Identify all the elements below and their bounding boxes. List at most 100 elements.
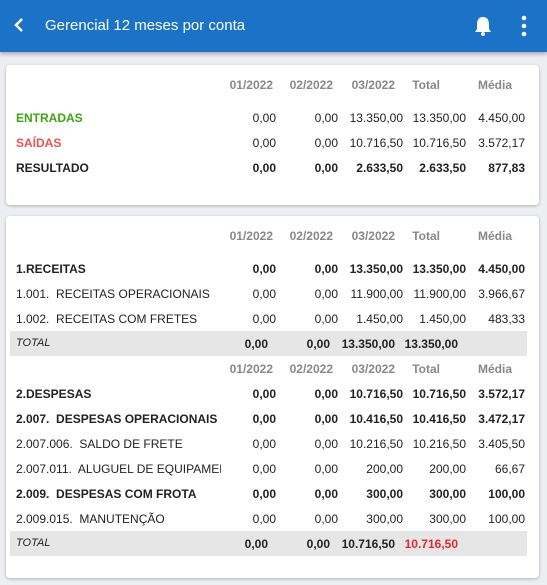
column-header: Total (412, 362, 440, 376)
cell-value: 0,00 (252, 487, 276, 501)
cell-value: 0,00 (314, 262, 338, 276)
table-row: ENTRADAS 0,00 0,00 13.350,00 13.350,00 4.450,… (6, 105, 539, 130)
cell-value: 0,00 (252, 512, 276, 526)
cell-value: 0,00 (252, 387, 276, 401)
cell-value: 10.416,50 (349, 412, 403, 426)
cell-value: 0,00 (252, 136, 276, 150)
table-row: 2.007.006. SALDO DE FRETE 0,00 0,00 10.216,… (6, 431, 539, 456)
column-header: 01/2022 (229, 78, 273, 92)
cell-value: 0,00 (252, 161, 276, 175)
cell-value: 0,00 (314, 412, 338, 426)
cell-value: 0,00 (252, 312, 276, 326)
cell-value: 3.572,17 (478, 387, 525, 401)
row-label: 2.009. DESPESAS COM FROTA (16, 487, 197, 501)
cell-value: 300,00 (366, 487, 403, 501)
row-label: 2.007.011. ALUGUEL DE EQUIPAMENT (16, 462, 221, 476)
cell-value: 10.716,50 (404, 537, 458, 551)
app-bar: Gerencial 12 meses por conta (0, 0, 547, 52)
summary-card: 01/2022 02/2022 03/2022 Total Média ENTRADAS… (6, 65, 539, 205)
cell-value: 11.900,00 (413, 287, 467, 301)
column-header: 02/2022 (289, 78, 333, 92)
cell-value: 3.966,67 (478, 287, 525, 301)
cell-value: 0,00 (314, 437, 338, 451)
cell-value: 10.716,50 (412, 136, 466, 150)
cell-value: 13.350,00 (412, 111, 466, 125)
cell-value: 0,00 (314, 287, 338, 301)
row-label: SAÍDAS (16, 136, 62, 150)
column-header: Média (477, 229, 512, 243)
cell-value: 300,00 (429, 487, 466, 501)
cell-value: 0,00 (314, 462, 338, 476)
cell-value: 0,00 (252, 437, 276, 451)
cell-value: 3.472,17 (478, 412, 525, 426)
cell-value: 4.450,00 (478, 111, 525, 125)
cell-value: 13.350,00 (349, 262, 403, 276)
table-row: 2.DESPESAS 0,00 0,00 10.716,50 10.716,50 3.57… (6, 381, 539, 406)
menu-button[interactable] (519, 15, 529, 37)
row-label: TOTAL (16, 337, 51, 349)
title: Gerencial 12 meses por conta (45, 17, 246, 34)
cell-value: 200,00 (366, 462, 403, 476)
cell-value: 2.633,50 (356, 161, 403, 175)
cell-value: 1.450,00 (356, 312, 403, 326)
cell-value: 0,00 (252, 462, 276, 476)
cell-value: 483,33 (488, 312, 525, 326)
cell-value: 10.416,50 (412, 412, 466, 426)
cell-value: 13.350,00 (341, 337, 395, 351)
cell-value: 0,00 (306, 537, 330, 551)
row-label: 1.RECEITAS (16, 262, 86, 276)
row-label: RESULTADO (16, 161, 89, 175)
row-label: 2.007. DESPESAS OPERACIONAIS (16, 412, 218, 426)
cell-value: 0,00 (252, 111, 276, 125)
cell-value: 66,67 (494, 462, 525, 476)
back-button[interactable] (12, 17, 26, 33)
cell-value: 10.716,50 (349, 136, 403, 150)
column-header: 03/2022 (351, 78, 395, 92)
column-header: Total (412, 78, 440, 92)
column-header: 03/2022 (351, 229, 395, 243)
notifications-button[interactable] (473, 15, 493, 37)
cell-value: 877,83 (488, 161, 525, 175)
column-header: 03/2022 (351, 362, 395, 376)
row-label: ENTRADAS (16, 111, 83, 125)
cell-value: 10.216,50 (349, 437, 403, 451)
cell-value: 0,00 (314, 312, 338, 326)
cell-value: 0,00 (314, 387, 338, 401)
cell-value: 100,00 (488, 512, 525, 526)
cell-value: 0,00 (314, 487, 338, 501)
cell-value: 0,00 (314, 512, 338, 526)
cell-value: 0,00 (314, 136, 338, 150)
row-label: 1.001. RECEITAS OPERACIONAIS (16, 287, 210, 301)
cell-value: 13.350,00 (349, 111, 403, 125)
table-row: 2.009. DESPESAS COM FROTA 0,00 0,00 300,00 3… (6, 481, 539, 506)
column-header-row: 01/2022 02/2022 03/2022 Total Média (6, 223, 539, 248)
cell-value: 0,00 (244, 537, 268, 551)
table-row: 2.007.011. ALUGUEL DE EQUIPAMENT 0,00 0,00… (6, 456, 539, 481)
cell-value: 0,00 (244, 337, 268, 351)
column-header-row: 01/2022 02/2022 03/2022 Total Média (6, 356, 539, 381)
row-label: TOTAL (16, 537, 51, 549)
column-header: 02/2022 (289, 229, 333, 243)
cell-value: 300,00 (429, 512, 466, 526)
table-row: 1.001. RECEITAS OPERACIONAIS 0,00 0,00 11.9… (6, 281, 539, 306)
cell-value: 300,00 (366, 512, 403, 526)
cell-value: 0,00 (252, 262, 276, 276)
cell-value: 0,00 (314, 161, 338, 175)
column-header: 02/2022 (289, 362, 333, 376)
cell-value: 13.350,00 (404, 337, 458, 351)
column-header: Total (412, 229, 440, 243)
row-label: 1.002. RECEITAS COM FRETES (16, 312, 198, 326)
cell-value: 10.716,50 (341, 537, 395, 551)
cell-value: 10.716,50 (412, 387, 466, 401)
row-label: 2.DESPESAS (16, 387, 92, 401)
cell-value: 3.405,50 (478, 437, 525, 451)
cell-value: 10.716,50 (349, 387, 403, 401)
table-row: TOTAL 0,00 0,00 10.716,50 10.716,50 (10, 531, 527, 556)
cell-value: 0,00 (306, 337, 330, 351)
cell-value: 3.572,17 (478, 136, 525, 150)
table-row: SAÍDAS 0,00 0,00 10.716,50 10.716,50 3.572,17 (6, 130, 539, 155)
cell-value: 100,00 (488, 487, 525, 501)
column-header: 01/2022 (229, 229, 273, 243)
cell-value: 0,00 (252, 412, 276, 426)
